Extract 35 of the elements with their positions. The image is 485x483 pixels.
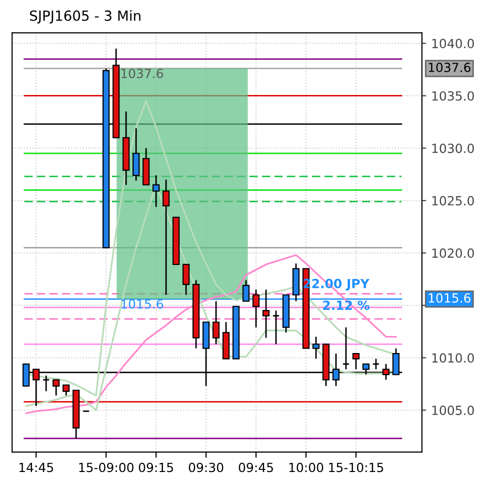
candlestick (352, 352, 360, 370)
x-tick-label: 09:45 (238, 462, 273, 472)
y-tick-label: 1010.0 (432, 353, 474, 363)
y-tick-label: 1020.0 (432, 248, 474, 258)
candlestick (252, 288, 260, 328)
x-tick-label: 09:15 (138, 462, 173, 472)
candlestick (62, 384, 70, 396)
y-tick-label: 1025.0 (432, 196, 474, 206)
x-tick-label: 14:45 (19, 462, 54, 472)
x-tick-label: 10:00 (289, 462, 324, 472)
candlestick (162, 178, 170, 296)
candlestick (152, 174, 160, 208)
ref-line-label: 1037.6 (428, 62, 470, 72)
chart-title: SJPJ1605 - 3 Min (30, 10, 140, 24)
annotation: 1015.6 (121, 299, 164, 309)
candlestick (272, 310, 280, 345)
x-tick-label: 09:30 (188, 462, 224, 472)
annotation: 2.12 % (323, 300, 370, 310)
candlestick (132, 128, 140, 182)
y-tick-label: 1035.0 (432, 91, 474, 101)
candlestick (212, 300, 220, 345)
candlestick (312, 336, 320, 360)
candlestick (262, 288, 270, 339)
ref-line-label: 1015.6 (428, 293, 470, 303)
y-tick-label: 1005.0 (432, 406, 474, 416)
annotation: 1037.6 (121, 68, 164, 78)
x-tick-label: 15-10:15 (329, 462, 384, 472)
candlestick (182, 264, 190, 296)
x-tick-label: 15-09:00 (79, 462, 134, 472)
candlestick (242, 280, 250, 302)
y-tick-label: 1030.0 (432, 144, 474, 154)
candlestick (42, 374, 50, 392)
line-series (25, 254, 397, 414)
candlestick (52, 379, 60, 396)
y-tick-label: 1040.0 (432, 38, 474, 48)
